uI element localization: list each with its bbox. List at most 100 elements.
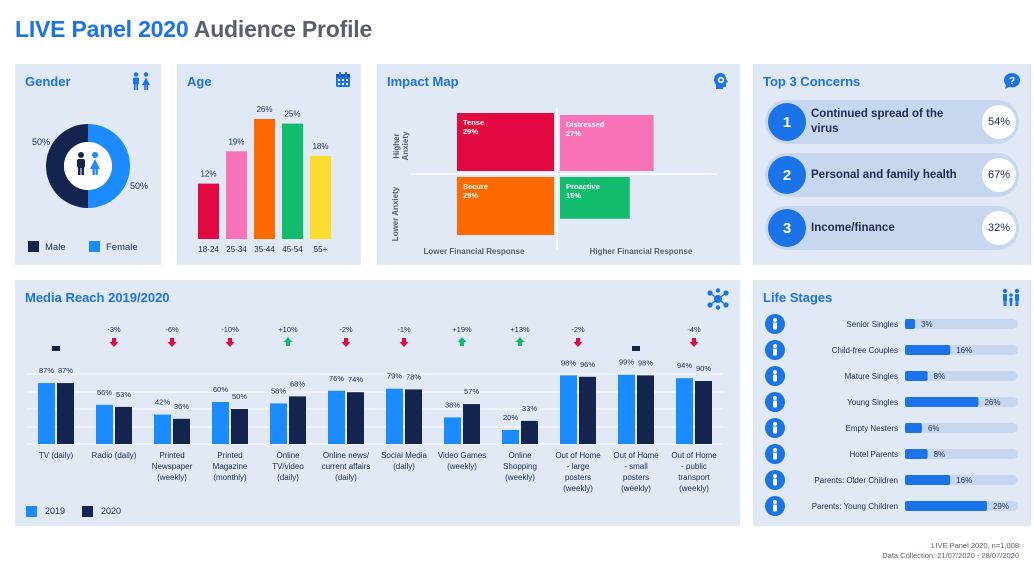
age-bar-chart: 12% 18-24 19% 25-34 26% 35-44 25% 45-54 18% 55+ xyxy=(198,105,331,254)
media-value-label-2019: 98% xyxy=(561,358,576,367)
life-stage-value: 8% xyxy=(934,372,946,381)
media-value-label-2019: 58% xyxy=(271,386,286,395)
life-stage-track xyxy=(905,449,1018,459)
media-value-label-2020: 78% xyxy=(406,372,421,381)
arrow-up-icon xyxy=(515,337,525,346)
concern-number: 2 xyxy=(768,156,806,194)
arrow-down-icon xyxy=(573,338,583,347)
media-bar-2019 xyxy=(444,417,461,444)
arrow-down-icon xyxy=(167,338,177,347)
media-value-label-2020: 98% xyxy=(638,358,653,367)
life-stage-value: 26% xyxy=(984,398,1000,407)
impact-quadrant-name: Proactive xyxy=(566,182,600,191)
life-stage-value: 6% xyxy=(928,424,940,433)
media-value-label-2019: 99% xyxy=(619,358,634,367)
life-stage-label: Senior Singles xyxy=(846,320,898,329)
impact-quadrant-secure xyxy=(457,177,554,235)
media-value-label-2019: 79% xyxy=(387,372,402,381)
media-bar-2020 xyxy=(347,392,364,444)
donut-male-slice xyxy=(46,124,88,208)
life-stage-track xyxy=(905,423,1018,433)
impact-y-low-label: Lower Anxiety xyxy=(391,186,400,241)
media-change-label: -1% xyxy=(397,325,411,334)
concern-item-3: 3 Income/finance 32% xyxy=(765,206,1019,250)
legend-2019-label: 2019 xyxy=(45,506,65,516)
media-change-label: -10% xyxy=(221,325,239,334)
gender-title: Gender xyxy=(25,74,71,89)
media-bar-2019 xyxy=(386,388,403,444)
impact-quadrant-distressed xyxy=(560,115,654,171)
arrow-down-icon xyxy=(225,338,235,347)
donut-female-slice xyxy=(88,124,130,208)
family-icon xyxy=(1001,288,1021,311)
legend-2020-label: 2020 xyxy=(101,506,121,516)
legend-female-swatch xyxy=(89,241,100,252)
impact-quadrant-percent: 29% xyxy=(463,127,478,136)
media-value-label-2019: 56% xyxy=(97,388,112,397)
person-cane-icon-body xyxy=(773,348,777,356)
no-change-dash-icon xyxy=(52,346,60,351)
media-value-label-2019: 42% xyxy=(155,398,170,407)
media-bar-2020 xyxy=(463,404,480,444)
life-stage-label: Child-free Couples xyxy=(832,346,898,355)
age-bar xyxy=(310,155,331,239)
family-three-icon-head xyxy=(773,474,777,478)
legend-2020-swatch xyxy=(82,506,93,517)
impact-quadrant-tense xyxy=(457,113,554,171)
media-category-label: TV (daily) xyxy=(39,451,74,460)
media-category-label: Social Media (daily) xyxy=(381,451,427,471)
impact-quadrant-percent: 29% xyxy=(463,191,478,200)
media-bar-2019 xyxy=(38,383,55,444)
media-bar-2019 xyxy=(212,402,229,444)
media-value-label-2020: 87% xyxy=(58,366,73,375)
media-value-label-2019: 38% xyxy=(445,400,460,409)
family-young-icon-head xyxy=(773,500,777,504)
media-change-label: +10% xyxy=(278,325,298,334)
media-value-label-2020: 96% xyxy=(580,360,595,369)
impact-x-high-label: Higher Financial Response xyxy=(590,247,693,256)
media-value-label-2020: 50% xyxy=(232,392,247,401)
media-bar-2019 xyxy=(96,404,113,444)
life-stages-title: Life Stages xyxy=(763,290,833,305)
life-stage-value: 16% xyxy=(956,476,972,485)
media-bar-2019 xyxy=(676,378,693,444)
media-category-label: Out of Home - public transport (weekly) xyxy=(671,451,717,493)
life-stage-label: Young Singles xyxy=(847,398,898,407)
globe-travel-icon-body xyxy=(773,426,777,434)
concern-text: Income/finance xyxy=(811,221,895,234)
footer-collection-note: Data Collection: 21/07/2020 - 28/07/2020 xyxy=(882,551,1019,560)
age-category-label: 18-24 xyxy=(198,245,219,254)
media-bar-2019 xyxy=(154,414,171,444)
impact-map-title: Impact Map xyxy=(387,74,459,89)
person-cane-icon-head xyxy=(773,344,777,348)
media-value-label-2020: 33% xyxy=(522,404,537,413)
legend-male-swatch xyxy=(28,241,39,252)
walker-couple-icon-head xyxy=(773,318,777,322)
building-icon-head xyxy=(773,448,777,452)
gender-donut-chart: 50% 50% Male Female xyxy=(28,124,148,253)
life-stage-label: Empty Nesters xyxy=(846,424,898,433)
concern-item-1: 1 Continued spread of the virus 54% xyxy=(765,100,1019,144)
media-value-label-2019: 76% xyxy=(329,374,344,383)
age-bar xyxy=(226,151,247,239)
age-value-label: 18% xyxy=(312,142,328,151)
media-bar-2020 xyxy=(521,420,538,444)
impact-quadrant-name: Distressed xyxy=(566,120,605,129)
media-bar-2019 xyxy=(560,375,577,444)
male-female-icon xyxy=(131,72,151,95)
concern-text: Personal and family health xyxy=(811,168,957,181)
media-bar-2020 xyxy=(405,389,422,444)
media-bar-2019 xyxy=(270,403,287,444)
age-category-label: 25-34 xyxy=(226,245,247,254)
top-concerns-panel: Top 3 Concerns ? 1 Continued spread of t… xyxy=(753,64,1031,265)
donut-hole xyxy=(64,142,112,190)
life-stage-label: Mature Singles xyxy=(845,372,898,381)
concern-item-2: 2 Personal and family health 67% xyxy=(765,153,1019,197)
legend-female-label: Female xyxy=(106,242,138,253)
media-bar-2020 xyxy=(695,381,712,444)
life-stage-value: 16% xyxy=(956,346,972,355)
arrow-down-icon xyxy=(109,338,119,347)
question-bubble-icon: ? xyxy=(1003,72,1021,95)
media-category-label: Out of Home - large posters (weekly) xyxy=(555,451,601,493)
media-reach-panel: Media Reach 2019/2020 2019 2020 87% 87% TV… xyxy=(15,280,740,526)
